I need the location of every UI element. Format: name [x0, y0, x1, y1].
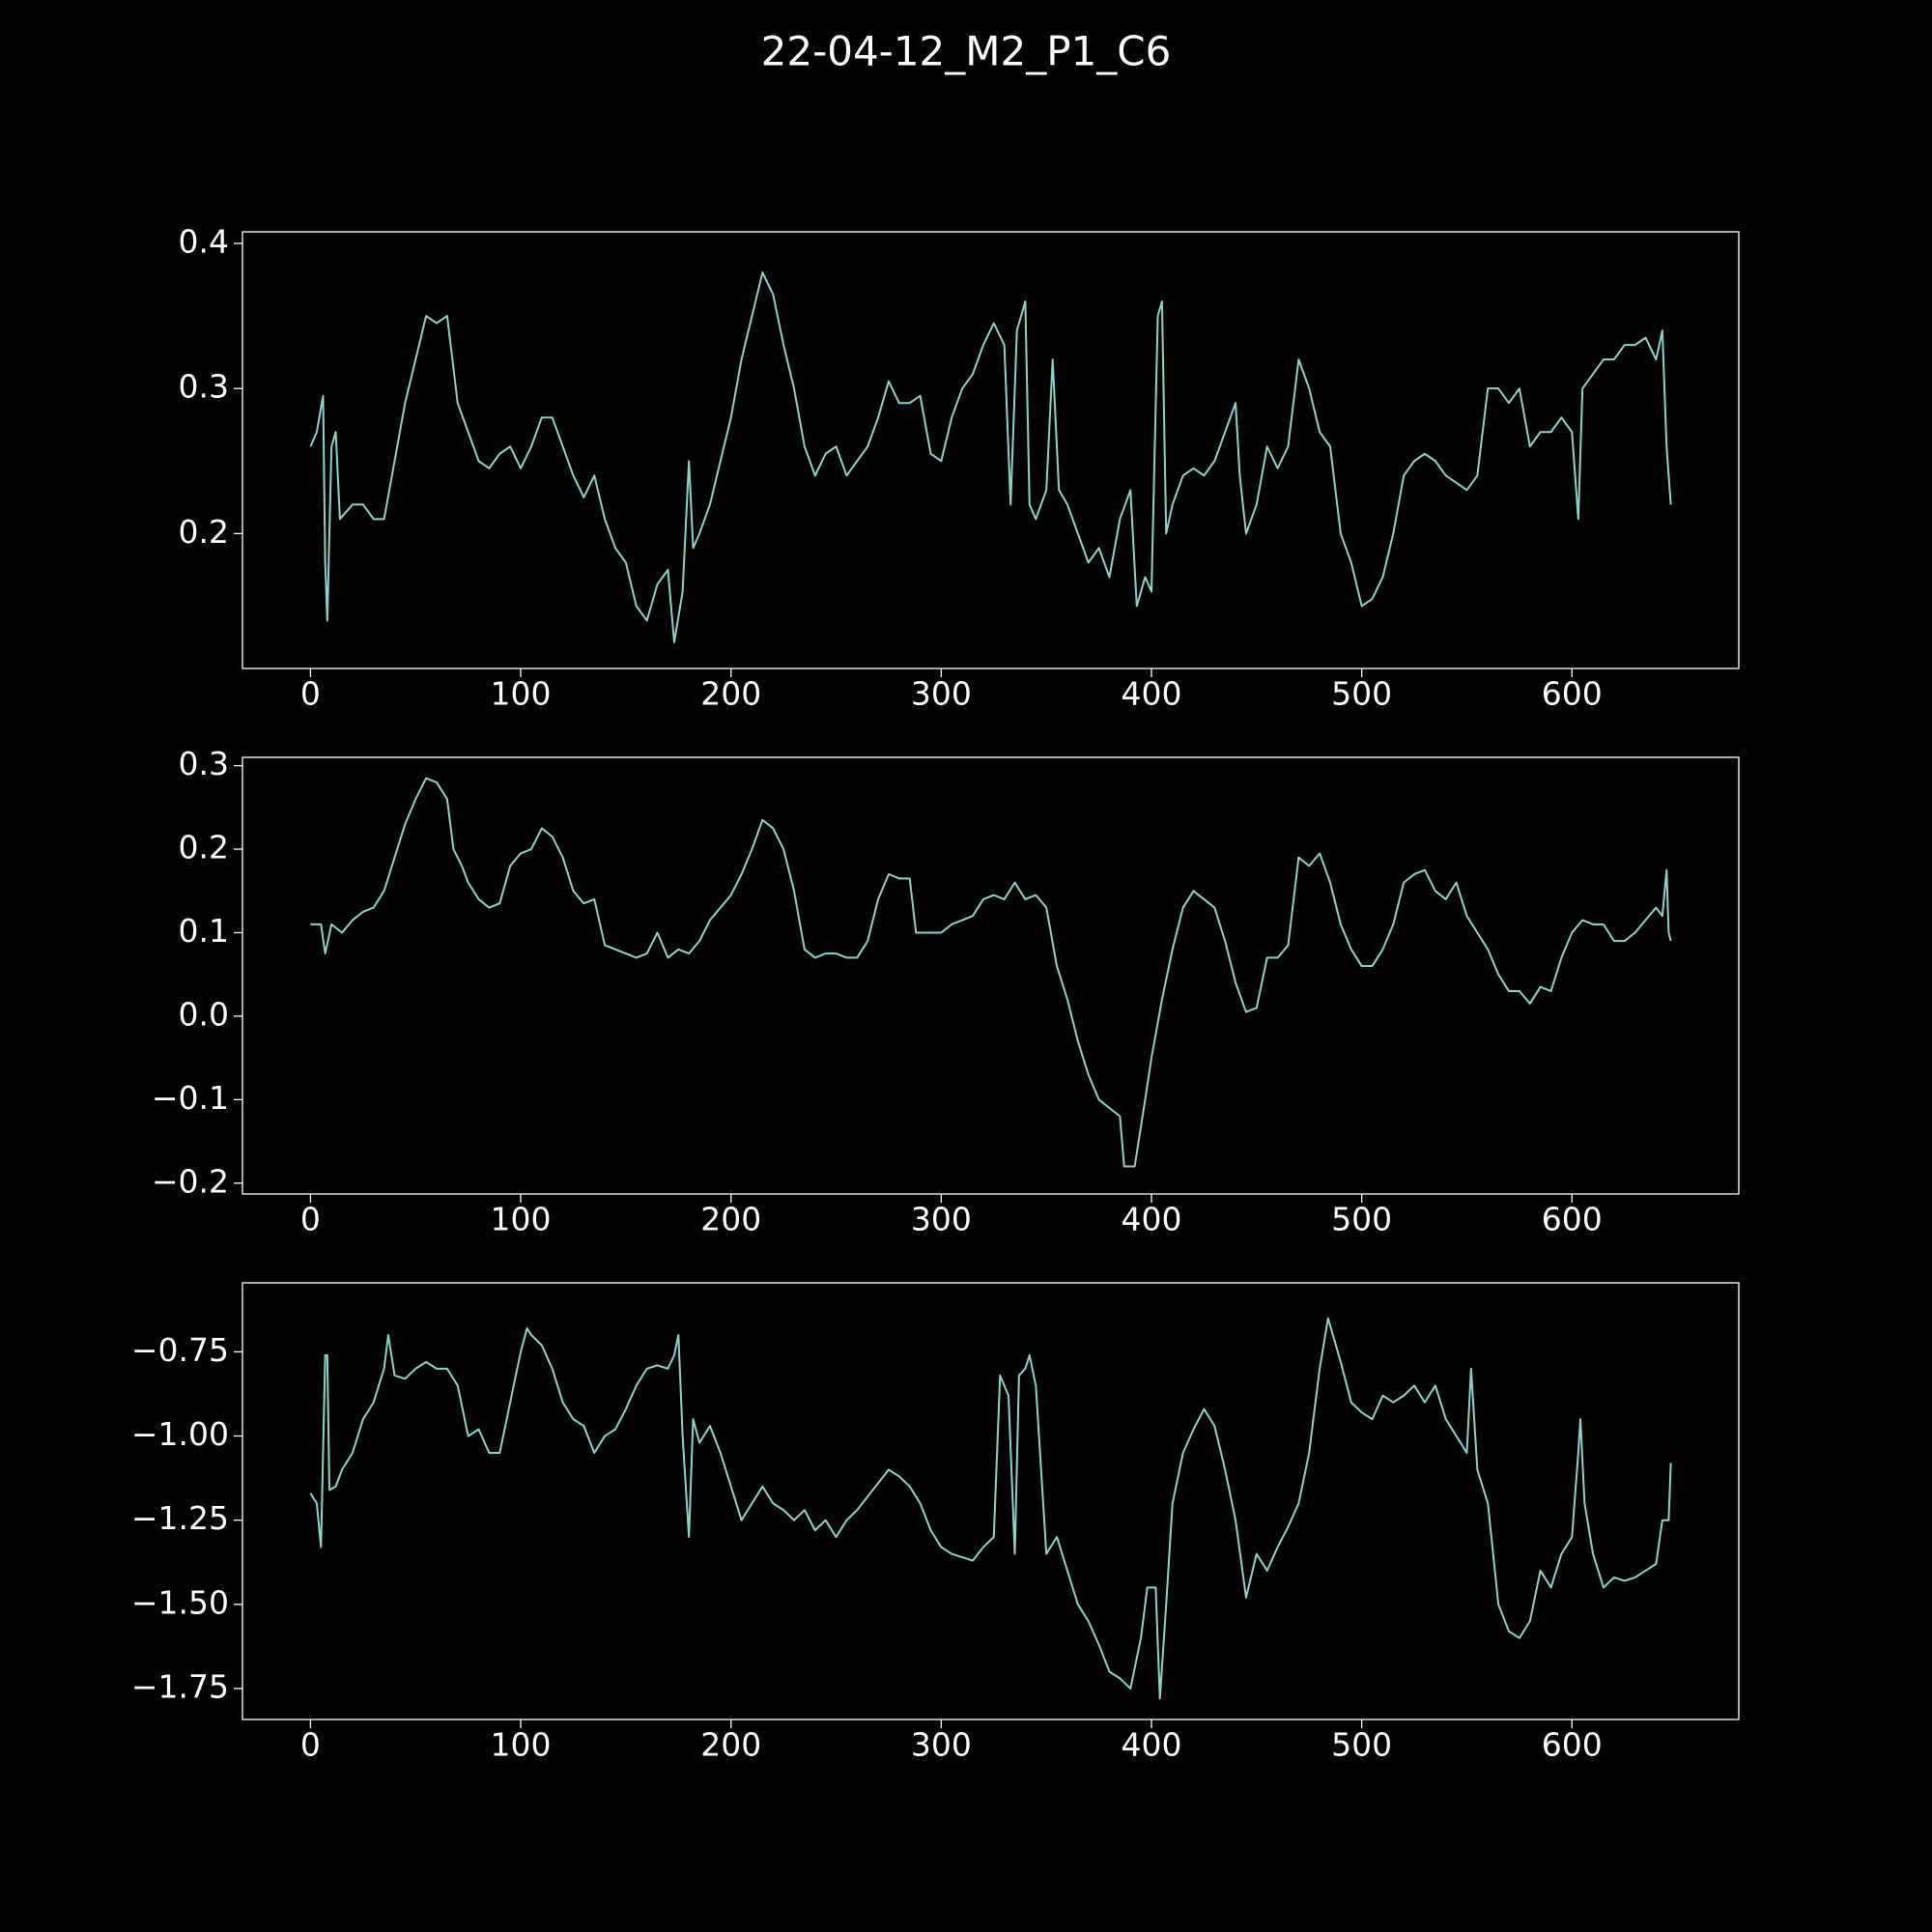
x-tick-label: 300 [911, 675, 972, 713]
y-tick-label: −1.50 [131, 1583, 229, 1621]
x-tick-label: 300 [911, 1201, 972, 1238]
x-tick-label: 300 [911, 1726, 972, 1764]
x-tick-label: 600 [1542, 1201, 1603, 1238]
x-tick-label: 0 [300, 1201, 321, 1238]
axes-frame [242, 756, 1740, 1195]
axes-frame [242, 231, 1740, 669]
y-tick-label: 0.0 [179, 995, 229, 1033]
y-tick-label: −0.1 [152, 1079, 229, 1117]
data-line [309, 271, 1672, 643]
x-tick-label: 600 [1542, 1726, 1603, 1764]
axes-frame [242, 1282, 1740, 1720]
y-tick-label: 0.3 [179, 745, 229, 782]
x-tick-label: 500 [1331, 1201, 1392, 1238]
data-line [309, 1317, 1672, 1700]
x-tick-label: 200 [700, 1201, 761, 1238]
y-tick-label: 0.2 [179, 513, 229, 551]
x-tick-label: 600 [1542, 675, 1603, 713]
y-tick-label: 0.3 [179, 368, 229, 406]
y-tick-label: 0.4 [179, 223, 229, 261]
x-tick-label: 0 [300, 1726, 321, 1764]
y-tick-label: 0.1 [179, 912, 229, 950]
x-tick-label: 100 [491, 1201, 552, 1238]
y-tick-label: −1.75 [131, 1667, 229, 1705]
y-tick-label: −1.00 [131, 1415, 229, 1453]
figure-title: 22-04-12_M2_P1_C6 [761, 28, 1172, 75]
y-tick-label: −0.2 [152, 1162, 229, 1200]
y-tick-label: −0.75 [131, 1331, 229, 1369]
x-tick-label: 500 [1331, 1726, 1392, 1764]
y-tick-label: 0.2 [179, 829, 229, 867]
x-tick-label: 100 [491, 1726, 552, 1764]
x-tick-label: 400 [1122, 675, 1182, 713]
data-line [310, 777, 1672, 1168]
y-tick-label: −1.25 [131, 1499, 229, 1537]
x-tick-label: 100 [491, 675, 552, 713]
x-tick-label: 400 [1122, 1726, 1182, 1764]
x-tick-label: 200 [700, 1726, 761, 1764]
x-tick-label: 0 [300, 675, 321, 713]
x-tick-label: 200 [700, 675, 761, 713]
x-tick-label: 400 [1122, 1201, 1182, 1238]
x-tick-label: 500 [1331, 675, 1392, 713]
